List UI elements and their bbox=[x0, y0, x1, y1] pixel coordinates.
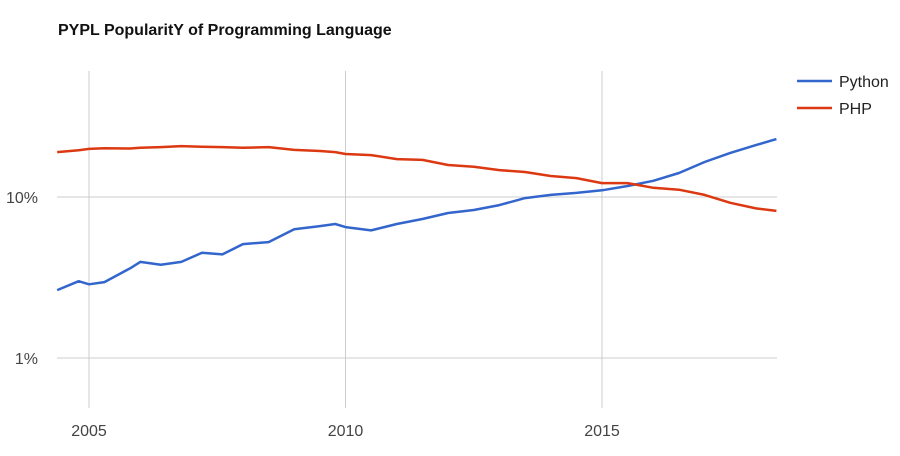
x-tick-label: 2010 bbox=[328, 423, 364, 440]
legend-label-php: PHP bbox=[839, 101, 872, 118]
series-line-php bbox=[57, 144, 777, 213]
legend-label-python: Python bbox=[839, 74, 889, 91]
x-tick-label: 2015 bbox=[584, 423, 620, 440]
x-tick-label: 2005 bbox=[71, 423, 107, 440]
y-tick-label: 10% bbox=[6, 190, 38, 207]
chart-title: PYPL PopularitY of Programming Language bbox=[58, 22, 392, 39]
series-line-python bbox=[56, 137, 777, 292]
y-tick-label: 1% bbox=[15, 351, 38, 368]
